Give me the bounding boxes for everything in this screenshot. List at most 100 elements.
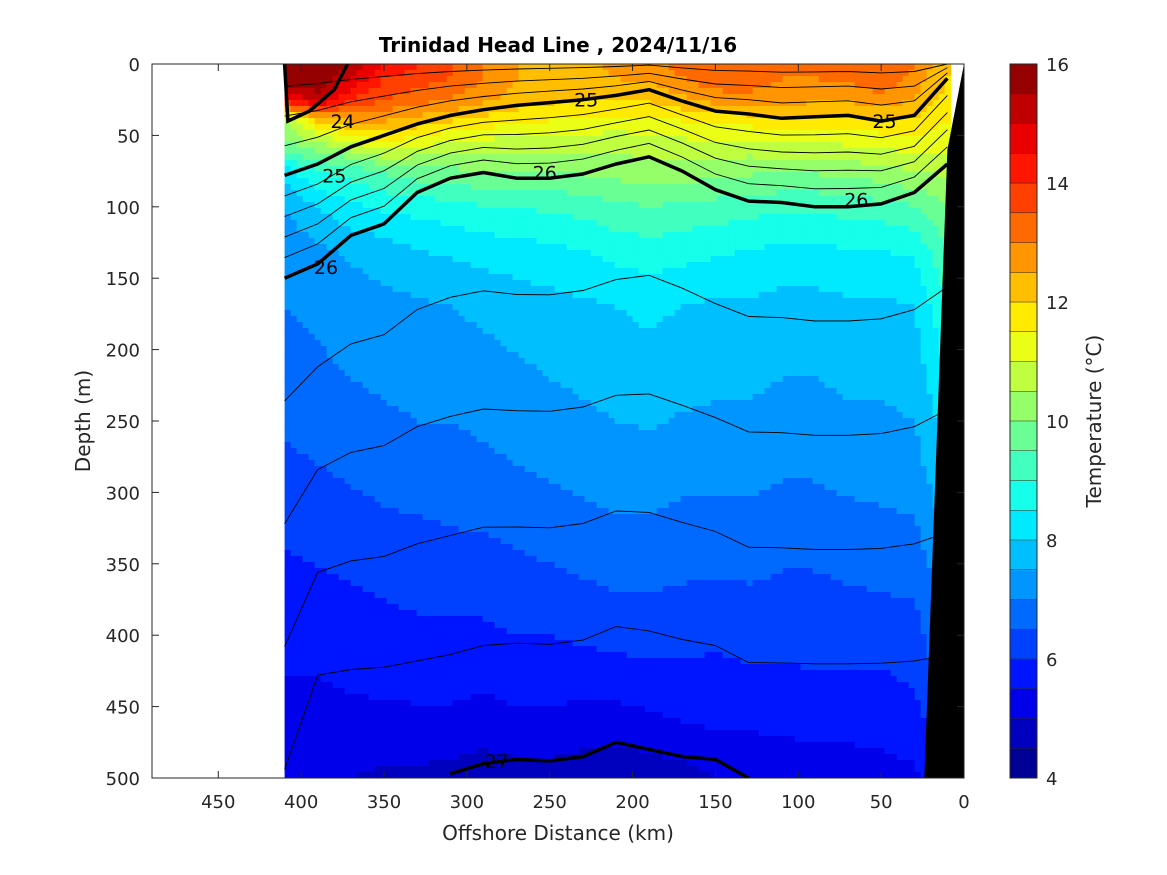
temperature-cell xyxy=(428,772,436,778)
temperature-cell xyxy=(386,562,394,569)
temperature-cell xyxy=(500,88,508,95)
temperature-cell xyxy=(488,448,496,455)
temperature-cell xyxy=(302,538,310,545)
temperature-cell xyxy=(512,430,520,437)
temperature-cell xyxy=(398,148,406,155)
temperature-cell xyxy=(314,628,322,635)
temperature-cell xyxy=(326,130,334,137)
temperature-cell xyxy=(428,736,436,743)
temperature-cell xyxy=(374,208,382,215)
temperature-cell xyxy=(404,178,412,185)
temperature-cell xyxy=(428,124,436,131)
temperature-cell xyxy=(518,94,526,101)
temperature-cell xyxy=(524,370,532,377)
temperature-cell xyxy=(494,352,502,359)
temperature-cell xyxy=(308,472,316,479)
temperature-cell xyxy=(476,592,484,599)
temperature-cell xyxy=(440,394,448,401)
temperature-cell xyxy=(344,184,352,191)
temperature-cell xyxy=(434,754,442,761)
temperature-cell xyxy=(404,430,412,437)
temperature-cell xyxy=(410,244,418,251)
temperature-cell xyxy=(380,358,388,365)
temperature-cell xyxy=(416,646,424,653)
temperature-cell xyxy=(488,364,496,371)
temperature-cell xyxy=(320,406,328,413)
temperature-cell xyxy=(482,616,490,623)
temperature-cell xyxy=(470,412,478,419)
temperature-cell xyxy=(422,106,430,113)
temperature-cell xyxy=(518,598,526,605)
temperature-cell xyxy=(422,112,430,119)
temperature-cell xyxy=(398,178,406,185)
temperature-cell xyxy=(524,430,532,437)
temperature-cell xyxy=(344,640,352,647)
temperature-cell xyxy=(362,634,370,641)
temperature-cell xyxy=(494,250,502,257)
temperature-cell xyxy=(494,262,502,269)
temperature-cell xyxy=(284,136,292,143)
temperature-cell xyxy=(362,406,370,413)
temperature-cell xyxy=(482,544,490,551)
temperature-cell xyxy=(398,676,406,683)
temperature-cell xyxy=(392,412,400,419)
temperature-cell xyxy=(530,118,538,125)
temperature-cell xyxy=(428,82,436,89)
temperature-cell xyxy=(416,598,424,605)
temperature-cell xyxy=(524,460,532,467)
temperature-cell xyxy=(362,496,370,503)
temperature-cell xyxy=(482,220,490,227)
temperature-cell xyxy=(350,754,358,761)
temperature-cell xyxy=(434,130,442,137)
temperature-cell xyxy=(374,172,382,179)
temperature-cell xyxy=(350,628,358,635)
temperature-cell xyxy=(386,364,394,371)
temperature-cell xyxy=(404,310,412,317)
temperature-cell xyxy=(506,568,514,575)
temperature-cell xyxy=(350,646,358,653)
temperature-cell xyxy=(434,760,442,767)
temperature-cell xyxy=(290,670,298,677)
temperature-cell xyxy=(374,412,382,419)
temperature-cell xyxy=(308,640,316,647)
temperature-cell xyxy=(296,100,304,107)
temperature-cell xyxy=(392,316,400,323)
temperature-cell xyxy=(320,748,328,755)
temperature-cell xyxy=(308,694,316,701)
temperature-cell xyxy=(332,394,340,401)
temperature-cell xyxy=(344,568,352,575)
temperature-cell xyxy=(494,454,502,461)
temperature-cell xyxy=(338,286,346,293)
temperature-cell xyxy=(344,448,352,455)
temperature-cell xyxy=(518,712,526,719)
temperature-cell xyxy=(386,316,394,323)
temperature-cell xyxy=(422,136,430,143)
temperature-cell xyxy=(488,268,496,275)
temperature-cell xyxy=(530,670,538,677)
temperature-cell xyxy=(386,754,394,761)
temperature-cell xyxy=(404,298,412,305)
temperature-cell xyxy=(518,328,526,335)
temperature-cell xyxy=(380,412,388,419)
temperature-cell xyxy=(506,616,514,623)
temperature-cell xyxy=(368,736,376,743)
temperature-cell xyxy=(452,652,460,659)
temperature-cell xyxy=(410,562,418,569)
temperature-cell xyxy=(338,490,346,497)
temperature-cell xyxy=(338,400,346,407)
temperature-cell xyxy=(302,448,310,455)
temperature-cell xyxy=(518,82,526,89)
temperature-cell xyxy=(290,694,298,701)
temperature-cell xyxy=(470,430,478,437)
temperature-cell xyxy=(440,364,448,371)
temperature-cell xyxy=(494,298,502,305)
temperature-cell xyxy=(404,274,412,281)
temperature-cell xyxy=(434,430,442,437)
temperature-cell xyxy=(410,508,418,515)
temperature-cell xyxy=(428,676,436,683)
temperature-cell xyxy=(440,640,448,647)
temperature-cell xyxy=(338,202,346,209)
temperature-cell xyxy=(440,718,448,725)
temperature-cell xyxy=(344,766,352,773)
temperature-cell xyxy=(470,244,478,251)
